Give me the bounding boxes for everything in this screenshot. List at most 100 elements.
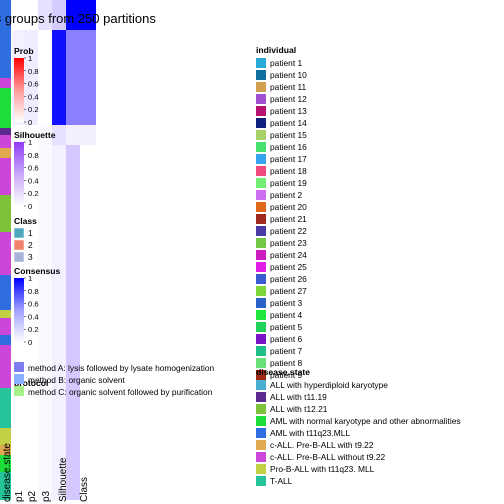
legend-class: Class 1 2 3 [13,216,37,263]
disease-state-cell [0,135,11,148]
disease-state-cell [0,445,11,455]
legend-disease-state-title: disease.state [256,367,310,377]
column-label-p2: p2 [27,490,38,502]
legend-individual-swatch [256,130,266,140]
legend-prob-colorbar [14,58,24,122]
legend-individual-swatch [256,106,266,116]
p3-cell [38,30,52,125]
legend-disease-state-label: T-ALL [270,476,293,486]
legend-individual-swatch [256,298,266,308]
legend-individual-swatch [256,358,266,368]
legend-class-title: Class [14,216,37,226]
legend-individual-label: patient 2 [270,190,302,200]
heatmap-body [0,0,96,500]
legend-protocol-swatch [14,362,24,372]
legend-individual-swatch [256,178,266,188]
p3-cell [38,125,52,500]
legend-individual-swatch [256,214,266,224]
legend-disease-state-swatch [256,416,266,426]
column-label-class: Class [79,477,90,502]
legend-consensus-tick-label: 1 [28,274,32,283]
p2-cell [24,30,38,125]
legend-consensus-tick-label: 0.6 [28,300,39,309]
legend-disease-state-label: ALL with t12.21 [270,404,328,414]
legend-disease-state-swatch [256,476,266,486]
legend-individual-swatch [256,334,266,344]
silhouette-cell [52,145,66,500]
legend-disease-state-label: AML with normal karyotype and other abno… [270,416,461,426]
legend-prob-tick-label: 0.6 [28,80,39,89]
legend-individual-label: patient 6 [270,334,302,344]
disease-state-cell [0,335,11,345]
legend-individual-swatch [256,82,266,92]
legend-disease-state-label: c-ALL. Pre-B-ALL without t9.22 [270,452,385,462]
legend-class-swatch [13,251,25,263]
legend-individual-label: patient 10 [270,70,307,80]
legend-individual-label: patient 17 [270,154,307,164]
legend-prob-tick-label: 1 [28,54,32,63]
disease-state-cell [0,472,11,500]
legend-consensus-tick-label: 0.4 [28,312,39,321]
legend-consensus-title: Consensus [14,266,61,276]
legend-protocol-label: method B: organic solvent [28,375,126,385]
legend-individual-label: patient 1 [270,58,302,68]
legend-individual-swatch [256,370,266,380]
legend-individual-label: patient 3 [270,298,302,308]
silhouette-cell [66,125,96,145]
disease-state-cell [0,148,11,158]
legend-individual-label: patient 18 [270,166,307,176]
class-cell [80,145,96,500]
legend-disease-state-swatch [256,440,266,450]
legend-silhouette-tick-label: 0 [28,202,32,211]
legend-silhouette-colorbar [14,142,24,206]
legend-individual-title: individual [256,45,296,55]
consensus-cell [80,0,96,30]
legend-individual-label: patient 20 [270,202,307,212]
legend-prob-tick-label: 0.4 [28,92,39,101]
chart-title: 3 groups from 250 partitions [0,11,156,26]
legend-disease-state-label: ALL with hyperdiploid karyotype [270,380,388,390]
legend-individual-swatch [256,142,266,152]
legend-disease-state: disease.state ALL with hyperdiploid karyo… [256,367,461,486]
p1-cell [12,0,24,30]
legend-protocol-label: method A: lysis followed by lysate homog… [28,363,215,373]
legend-protocol-label: method C: organic solvent followed by pu… [28,387,213,397]
legend-disease-state-swatch [256,452,266,462]
legend-individual-label: patient 24 [270,250,307,260]
column-labels: disease.state p1 p2 p3 Silhouette Class [2,443,90,502]
legend-individual-label: patient 12 [270,94,307,104]
legend-consensus-tick-label: 0 [28,338,32,347]
column-label-p3: p3 [41,490,52,502]
consensus-cell [66,0,80,30]
legend-individual-swatch [256,226,266,236]
legend-prob-tick-label: 0.2 [28,105,39,114]
legend-disease-state-label: Pro-B-ALL with t11q23. MLL [270,464,375,474]
legend-individual-label: patient 9 [270,370,302,380]
legend-silhouette-tick-label: 0.6 [28,164,39,173]
legend-individual-label: patient 11 [270,82,307,92]
legend-individual: individual patient 1 patient 10 patient 11 p… [256,45,307,380]
legend-silhouette-tick-label: 0.4 [28,176,39,185]
legend-class-label: 3 [28,252,33,262]
disease-state-cell [0,275,11,310]
legend-disease-state-swatch [256,428,266,438]
legend-prob-tick-label: 0.8 [28,67,39,76]
consensus-cell [52,0,66,30]
legend-disease-state-swatch [256,380,266,390]
disease-state-cell [0,310,11,318]
legend-individual-label: patient 26 [270,274,307,284]
legend-individual-swatch [256,250,266,260]
legend-class-label: 2 [28,240,33,250]
legend-individual-swatch [256,190,266,200]
legend-individual-label: patient 22 [270,226,307,236]
legend-disease-state-swatch [256,464,266,474]
legend-prob-tick-label: 0 [28,118,32,127]
legends: Prob10.80.60.40.20Silhouette10.80.60.40.… [13,45,461,486]
legend-silhouette-tick-label: 0.2 [28,189,39,198]
legend-silhouette-title: Silhouette [14,130,56,140]
legend-silhouette-tick-label: 1 [28,138,32,147]
disease-state-cell [0,158,11,195]
p3-cell [38,0,52,30]
